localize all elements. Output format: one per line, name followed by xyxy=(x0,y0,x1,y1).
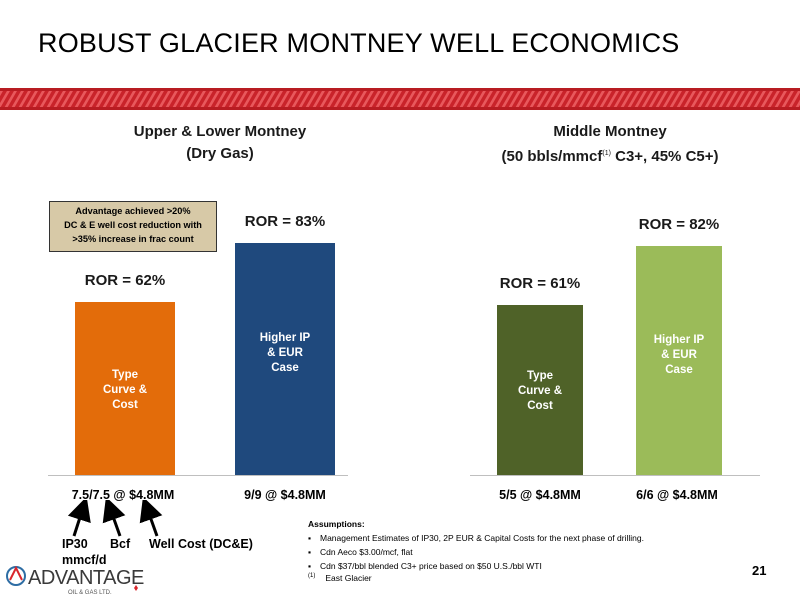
bar-label: Type Curve & Cost xyxy=(102,368,148,411)
callout-box: Advantage achieved >20% DC & E well cost… xyxy=(49,201,217,252)
arrow-icon xyxy=(67,500,91,537)
chart-1-baseline xyxy=(48,475,348,476)
bar-type-curve-middle xyxy=(497,304,583,475)
assumption-item: Cdn $37/bbl blended C3+ price based on $… xyxy=(308,559,644,573)
svg-text:ADVANTAGE: ADVANTAGE xyxy=(28,567,144,589)
footnote: (1) East Glacier xyxy=(308,573,372,583)
svg-text:OIL & GAS LTD.: OIL & GAS LTD. xyxy=(68,590,112,596)
ror-label: ROR = 62% xyxy=(84,271,166,289)
footnote-mark: (1) xyxy=(602,150,611,157)
bar-type-curve-upper-lower xyxy=(75,301,175,475)
page-title: ROBUST GLACIER MONTNEY WELL ECONOMICS xyxy=(38,28,680,58)
ror-label: ROR = 83% xyxy=(244,213,326,230)
callout-line: Advantage achieved >20% xyxy=(75,206,191,216)
bar-label: Higher IP & EUR Case xyxy=(653,333,705,376)
footnote-mark: (1) xyxy=(308,573,316,579)
chart-2-subtitle: (50 bbls/mmcf(1) C3+, 45% C5+) xyxy=(501,148,719,165)
bar-label: Higher IP & EUR Case xyxy=(259,332,311,375)
footnote-text: East Glacier xyxy=(325,573,372,583)
chart-1-subtitle: (Dry Gas) xyxy=(186,145,254,162)
assumptions-heading: Assumptions: xyxy=(308,519,365,529)
legend-mmcfd: mmcf/d xyxy=(62,553,107,567)
callout-line: >35% increase in frac count xyxy=(72,234,194,244)
ror-label: ROR = 61% xyxy=(499,274,581,292)
bar-higher-ip-upper-lower xyxy=(235,243,335,475)
x-tick-label: 6/6 @ $4.8MM xyxy=(636,488,718,502)
assumption-item: Management Estimates of IP30, 2P EUR & C… xyxy=(308,531,644,545)
callout-line: DC & E well cost reduction with xyxy=(64,220,202,230)
x-tick-label: 5/5 @ $4.8MM xyxy=(499,488,581,502)
arrow-icon xyxy=(139,500,163,537)
bar-higher-ip-middle xyxy=(636,245,722,475)
legend-ip30: IP30 xyxy=(62,537,88,551)
ror-label: ROR = 82% xyxy=(638,215,720,233)
bar-label: Type Curve & Cost xyxy=(517,370,563,413)
page-number: 21 xyxy=(752,563,767,578)
advantage-logo: ADVANTAGE OIL & GAS LTD. xyxy=(6,560,146,601)
x-tick-label: 9/9 @ $4.8MM xyxy=(244,488,326,502)
legend-arrows xyxy=(67,500,163,537)
red-stripe-banner xyxy=(0,88,800,110)
chart-2-title: Middle Montney xyxy=(553,123,667,140)
arrow-icon xyxy=(102,500,126,537)
logo-mark-icon: ADVANTAGE OIL & GAS LTD. xyxy=(6,565,145,596)
legend-bcf: Bcf xyxy=(110,537,131,551)
chart-1-title: Upper & Lower Montney xyxy=(133,123,307,140)
chart-2-baseline xyxy=(470,475,760,476)
legend-well-cost: Well Cost (DC&E) xyxy=(149,537,253,551)
assumptions: Assumptions: Management Estimates of IP3… xyxy=(308,517,644,573)
x-tick-label: 7.5/7.5 @ $4.8MM xyxy=(71,488,175,502)
assumption-item: Cdn Aeco $3.00/mcf, flat xyxy=(308,545,644,559)
